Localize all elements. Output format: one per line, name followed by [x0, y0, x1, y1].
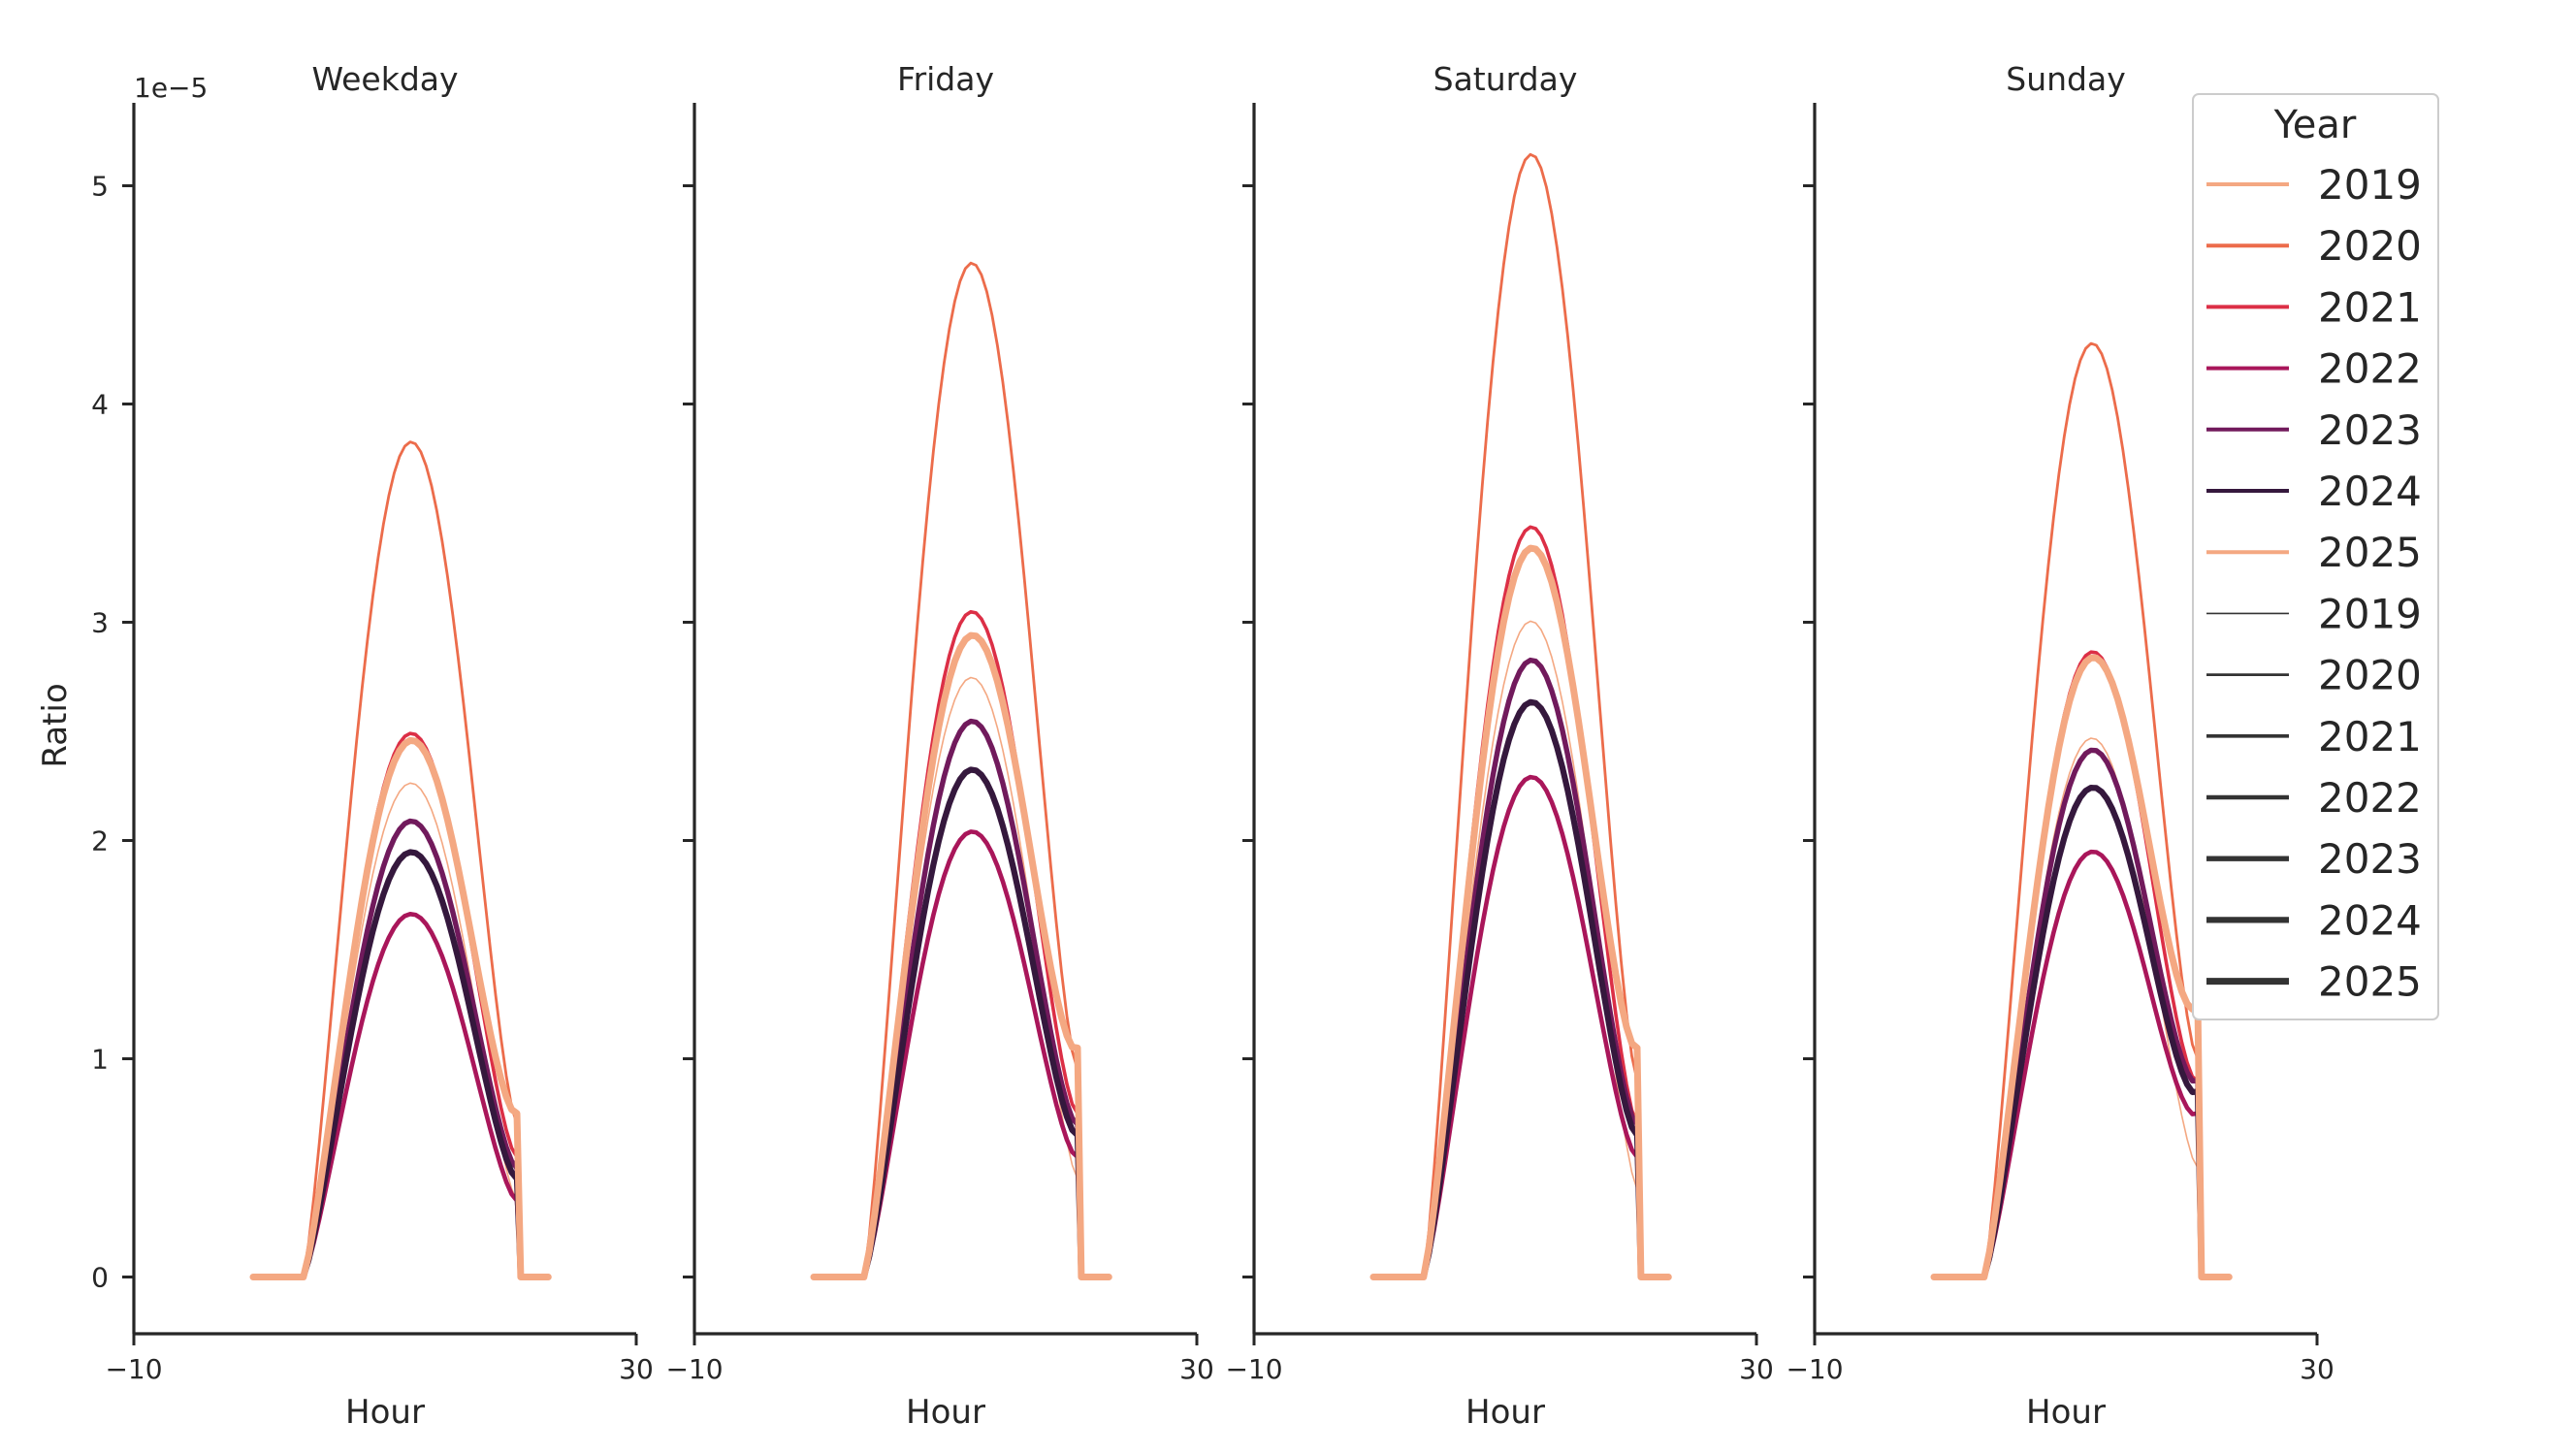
series-line-2022: [1931, 849, 2232, 1279]
series-line-2024: [1369, 698, 1672, 1280]
legend-label: 2022: [2318, 774, 2422, 822]
x-tick-label: 30: [2300, 1353, 2334, 1385]
legend-frame: [2192, 93, 2439, 1020]
series-line-2024: [249, 849, 552, 1280]
series-line-2021: [1371, 525, 1671, 1279]
legend: Year 2019 2020 2021 2022 2023 2024 2025 2019 2020…: [2192, 93, 2439, 1020]
legend-label: 2023: [2318, 406, 2422, 454]
legend-label: 2021: [2318, 283, 2422, 331]
series-line-2025-b: [1930, 654, 2233, 1280]
legend-label: 2025: [2318, 529, 2422, 576]
x-axis-label: Hour: [2026, 1393, 2106, 1432]
y-tick-label: 2: [91, 825, 109, 857]
y-tick-label: 5: [91, 171, 109, 203]
series-line-2023: [1370, 657, 1671, 1280]
panel-weekday: 0 1 2 3 4 5 −10 30 Weekday Hour: [91, 60, 654, 1432]
legend-label: 2020: [2318, 652, 2422, 699]
y-axis-label: Ratio: [36, 683, 75, 767]
x-axis-label: Hour: [906, 1393, 985, 1432]
series-line-2022: [811, 829, 1111, 1279]
legend-label: 2020: [2318, 222, 2422, 270]
panel-title: Weekday: [311, 60, 458, 98]
series-line-2024: [810, 766, 1112, 1280]
series-line-2020: [812, 261, 1111, 1278]
panel-title: Saturday: [1433, 60, 1578, 98]
x-axis-label: Hour: [1465, 1393, 1545, 1432]
y-scale-label: 1e−5: [134, 72, 208, 104]
x-tick-label: −10: [1225, 1353, 1282, 1385]
y-tick-label: 0: [91, 1262, 109, 1294]
panel-saturday: −10 30 Saturday Hour: [1225, 60, 1773, 1432]
series-line-2023: [250, 818, 551, 1280]
panel-friday: −10 30 Friday Hour: [665, 60, 1213, 1432]
x-axis-label: Hour: [345, 1393, 425, 1432]
legend-label: 2021: [2318, 713, 2422, 760]
series-line-2024: [1930, 785, 2233, 1280]
series-line-2022: [250, 912, 551, 1279]
series-line-2025-b: [810, 631, 1112, 1280]
panel-title: Friday: [897, 60, 994, 98]
series-line-2019: [1372, 620, 1670, 1278]
legend-label: 2024: [2318, 468, 2422, 515]
legend-label: 2019: [2318, 161, 2422, 209]
y-tick-label: 3: [91, 607, 109, 639]
panel-title: Sunday: [2006, 60, 2125, 98]
x-tick-label: 30: [1739, 1353, 1774, 1385]
legend-label: 2022: [2318, 345, 2422, 393]
series-line-2020: [1371, 152, 1670, 1278]
x-tick-label: −10: [665, 1353, 723, 1385]
x-tick-label: 30: [1179, 1353, 1214, 1385]
legend-title: Year: [2273, 103, 2357, 147]
series-line-2020: [1932, 341, 2231, 1278]
x-tick-label: −10: [1786, 1353, 1843, 1385]
series-line-2021: [251, 731, 551, 1279]
legend-label: 2024: [2318, 896, 2422, 944]
series-line-2021: [812, 609, 1111, 1279]
y-tick-label: 4: [91, 389, 109, 421]
series-line-2019: [813, 676, 1111, 1278]
legend-label: 2025: [2318, 958, 2422, 1006]
series-line-2022: [1370, 774, 1671, 1279]
panel-sunday: −10 30 Sunday Hour: [1786, 60, 2334, 1432]
series-line-2025-b: [1369, 544, 1672, 1280]
y-tick-label: 1: [91, 1044, 109, 1076]
series-line-2023: [1931, 747, 2232, 1280]
legend-label: 2023: [2318, 835, 2422, 883]
series-line-2025-b: [249, 736, 552, 1280]
legend-label: 2019: [2318, 590, 2422, 637]
x-tick-label: 30: [619, 1353, 654, 1385]
series-line-2020: [251, 440, 550, 1278]
x-tick-label: −10: [105, 1353, 162, 1385]
